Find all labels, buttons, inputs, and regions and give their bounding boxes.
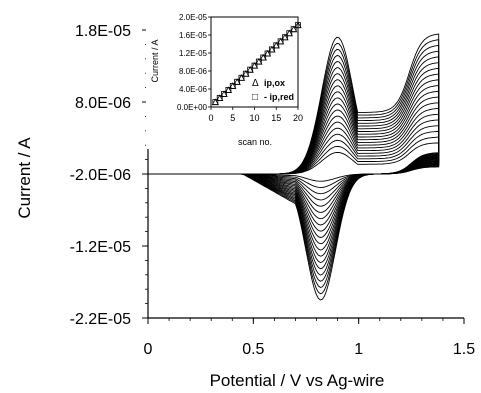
y-tick-label: 8.0E-06 — [75, 95, 131, 112]
inset-y-tick-label: 2.0E-05 — [179, 13, 208, 22]
ip-red-point — [216, 95, 223, 101]
ip-red-point — [286, 30, 293, 37]
inset-y-axis-title: Current / A — [150, 39, 160, 82]
inset-plot: 0.0E+00 4.0E-06 8.0E-06 1.2E-05 1.6E-05 2.0E-… — [146, 3, 308, 149]
x-tick-label: 0.5 — [242, 341, 264, 358]
ip-red-point — [247, 66, 254, 73]
inset-y-tick-label: 1.2E-05 — [179, 49, 208, 58]
ip-red-point — [212, 99, 219, 105]
ip-red-point — [268, 46, 275, 53]
legend-label: - ip,red — [264, 92, 294, 102]
inset-axes — [208, 16, 299, 110]
x-tick-label: 1.5 — [453, 341, 475, 358]
cv-scan-curve — [148, 33, 440, 301]
main-cv-curves — [148, 33, 440, 301]
ip-red-point — [295, 22, 301, 29]
legend-label: ip,ox — [264, 78, 285, 88]
inset-y-tick-label: 0.0E+00 — [177, 103, 208, 112]
x-axis-title: Potential / V vs Ag-wire — [210, 371, 385, 390]
ip-red-point — [221, 91, 227, 97]
y-tick-label: -2.0E-06 — [70, 167, 131, 184]
inset-x-tick-label: 15 — [271, 113, 281, 123]
ip-red-point — [290, 26, 297, 33]
ip-red-point — [255, 58, 262, 65]
inset-points — [211, 21, 302, 106]
inset-tick-labels: 0.0E+00 4.0E-06 8.0E-06 1.2E-05 1.6E-05 2.0E-… — [177, 13, 303, 123]
ip-red-point — [277, 38, 284, 45]
x-tick-label: 0 — [144, 341, 153, 358]
legend-square-marker: □ — [252, 92, 258, 103]
inset-y-tick-label: 4.0E-06 — [179, 85, 208, 94]
y-tick-label: -2.2E-05 — [70, 311, 131, 328]
inset-y-tick-label: 1.6E-05 — [179, 31, 208, 40]
ip-red-point — [238, 74, 245, 81]
inset-x-tick-label: 0 — [208, 113, 213, 123]
inset-x-tick-label: 5 — [230, 113, 235, 123]
ip-red-point — [251, 62, 258, 69]
y-axis-title: Current / A — [15, 137, 34, 219]
ip-red-point — [234, 78, 241, 85]
ip-red-point — [282, 34, 288, 41]
ip-red-point — [264, 50, 271, 57]
y-tick-label: 1.8E-05 — [75, 23, 131, 40]
ip-red-point — [229, 82, 236, 89]
legend-triangle-marker: Δ — [252, 78, 259, 89]
inset-x-tick-label: 10 — [249, 113, 259, 123]
main-tick-labels: 1.8E-058.0E-06-2.0E-06-1.2E-05-2.2E-050 0… — [70, 23, 476, 358]
x-tick-label: 1 — [354, 341, 363, 358]
y-tick-label: -1.2E-05 — [70, 239, 131, 256]
inset-x-tick-label: 20 — [293, 113, 303, 123]
inset-background — [146, 3, 308, 149]
ip-red-point — [273, 42, 280, 49]
ip-red-point — [242, 70, 249, 77]
ip-red-point — [260, 54, 267, 61]
inset-x-axis-title: scan no. — [238, 137, 272, 147]
ip-red-point — [225, 87, 232, 93]
inset-y-tick-label: 8.0E-06 — [179, 67, 208, 76]
